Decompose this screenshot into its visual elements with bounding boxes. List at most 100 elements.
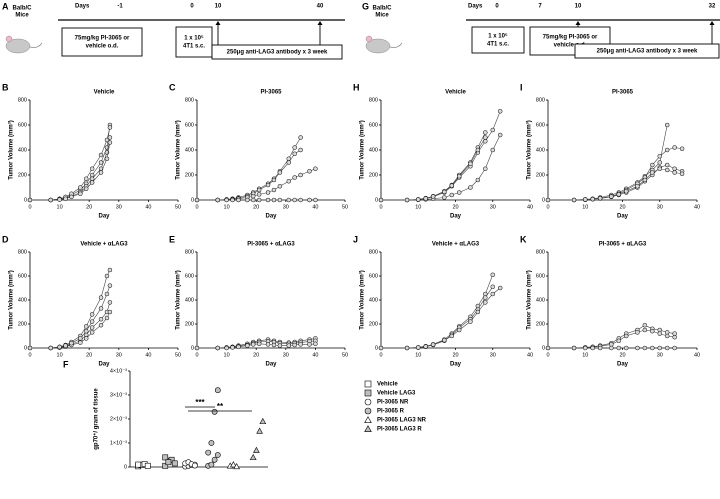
data-point <box>490 291 495 297</box>
y-tick-label: 0 <box>375 345 378 351</box>
data-point <box>69 194 74 200</box>
data-point <box>194 345 200 351</box>
panel-title: Vehicle + αLAG3 <box>80 242 128 248</box>
x-tick-label: 10 <box>582 352 588 358</box>
data-point <box>456 327 462 333</box>
y-axis-label: Tumor Volume (mm³) <box>526 120 533 179</box>
treatment-box <box>211 44 343 60</box>
data-point <box>657 154 662 159</box>
y-tick-label: 0 <box>375 197 378 203</box>
x-tick-label: 30 <box>283 204 289 210</box>
data-point <box>98 306 104 311</box>
data-point <box>490 147 495 153</box>
y-tick-label: 600 <box>369 122 378 128</box>
y-tick-label: 0 <box>542 197 545 203</box>
box-text: vehicle o.d. <box>554 43 587 49</box>
data-point <box>48 197 53 203</box>
x-tick-label: 0 <box>28 352 31 358</box>
y-tick-label: 0 <box>24 197 27 203</box>
x-tick-label: 30 <box>657 352 663 358</box>
data-point <box>48 345 53 351</box>
data-point <box>89 312 95 317</box>
data-point <box>616 338 622 344</box>
data-point <box>98 295 104 300</box>
y-tick-label: 200 <box>185 321 194 327</box>
growth-line <box>30 124 111 201</box>
data-point <box>83 336 89 341</box>
data-point <box>271 342 277 348</box>
y-tick-label: 400 <box>369 297 378 303</box>
arrow-head <box>317 21 323 25</box>
data-point <box>286 179 292 184</box>
data-point <box>475 309 481 315</box>
data-point <box>298 172 303 178</box>
data-point <box>233 463 240 470</box>
y-axis-label: Tumor Volume (mm³) <box>526 270 533 329</box>
data-point <box>292 151 297 156</box>
y-axis-label: Tumor Volume (mm³) <box>8 270 15 329</box>
data-point <box>298 342 303 347</box>
data-point <box>679 171 685 176</box>
panel-letter: I <box>520 82 523 92</box>
data-point <box>657 160 662 165</box>
data-point <box>83 324 89 329</box>
data-point <box>635 345 640 351</box>
x-axis-label: Day <box>450 362 462 368</box>
data-point <box>265 197 271 203</box>
panel-title: Vehicle + αLAG3 <box>432 242 480 248</box>
y-axis-label: Tumor Volume (mm³) <box>175 120 182 179</box>
y-tick-label: 600 <box>536 122 545 128</box>
data-point <box>271 197 277 203</box>
x-tick-label: 20 <box>253 204 259 210</box>
data-point <box>27 345 33 351</box>
data-point <box>256 192 262 197</box>
y-tick-label: 800 <box>536 97 545 103</box>
data-point <box>664 122 670 128</box>
data-point <box>230 345 235 350</box>
x-tick-label: 40 <box>312 352 318 358</box>
data-point <box>545 197 551 203</box>
data-point <box>378 345 384 351</box>
data-point <box>83 186 89 191</box>
data-point <box>27 197 33 203</box>
data-point <box>490 284 495 290</box>
x-axis-label: Day <box>265 362 277 368</box>
y-tick-label: 800 <box>18 97 27 103</box>
panel-title: Vehicle <box>445 90 466 96</box>
data-point <box>590 345 595 351</box>
data-point <box>162 454 169 461</box>
data-point <box>657 166 662 171</box>
data-point <box>98 152 104 158</box>
data-point <box>98 170 104 175</box>
data-point <box>664 162 670 168</box>
data-point <box>497 285 503 291</box>
data-point <box>277 343 283 348</box>
data-point <box>456 174 462 179</box>
y-tick-label: 400 <box>185 297 194 303</box>
y-tick-label: 400 <box>185 147 194 153</box>
y-tick-label: 0 <box>542 345 545 351</box>
y-axis-label: Tumor Volume (mm³) <box>359 270 366 329</box>
data-point <box>230 461 237 468</box>
data-point <box>597 345 603 351</box>
x-axis-label: Day <box>98 214 110 220</box>
data-point <box>63 196 68 201</box>
data-point <box>83 176 89 181</box>
data-point <box>256 187 262 193</box>
data-point <box>442 195 447 200</box>
data-point <box>250 342 256 347</box>
y-tick-label: 600 <box>536 273 545 279</box>
growth-line <box>381 137 486 201</box>
data-point <box>672 145 677 150</box>
data-point <box>245 197 250 203</box>
legend-marker <box>364 389 372 397</box>
x-tick-label: 20 <box>86 352 92 358</box>
data-point <box>224 197 229 203</box>
mouse-label: Balb/C <box>372 6 392 12</box>
growth-line <box>30 142 111 201</box>
x-tick-label: 50 <box>175 352 181 358</box>
mouse-label: Mice <box>375 13 389 19</box>
data-point <box>635 330 640 335</box>
data-point <box>208 461 215 468</box>
data-point <box>475 177 481 183</box>
